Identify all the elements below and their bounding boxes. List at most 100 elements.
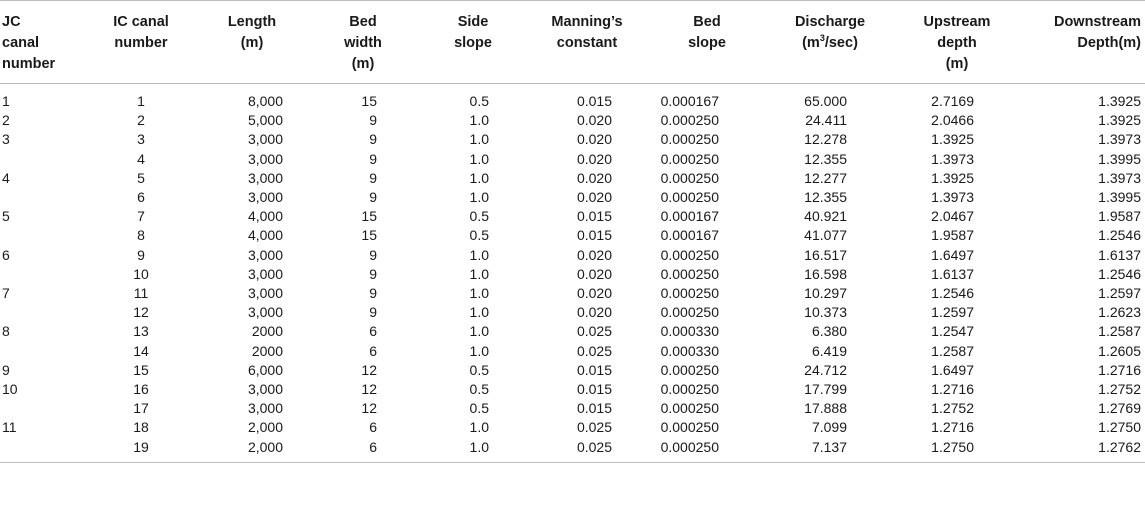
cell-discharge: 17.888 xyxy=(804,400,847,417)
cell-manning-constant: 0.025 xyxy=(576,323,612,340)
cell-ic-canal-number: 4 xyxy=(137,150,145,167)
header-upstream-line: Upstream xyxy=(923,14,991,30)
cell-jc-canal-number xyxy=(0,438,85,462)
table-row: 7 11 3,000 9 1.0 0.020 0.000250 10.297 1.2546 1.2… xyxy=(0,284,1145,303)
header-bed-width: Bed width (m) xyxy=(307,0,419,84)
cell-bed-slope: 0.000330 xyxy=(660,323,719,340)
cell-downstream-depth: 1.2587 xyxy=(1098,323,1141,340)
cell-discharge: 6.419 xyxy=(811,342,847,359)
cell-length: 3,000 xyxy=(247,265,283,282)
table-row: 3 3 3,000 9 1.0 0.020 0.000250 12.278 1.3925 1.39… xyxy=(0,130,1145,149)
cell-side-slope: 1.0 xyxy=(469,189,489,206)
cell-jc-canal-number xyxy=(0,226,85,245)
cell-manning-constant: 0.015 xyxy=(576,381,612,398)
cell-bed-width: 9 xyxy=(369,150,377,167)
cell-side-slope: 0.5 xyxy=(469,381,489,398)
cell-upstream-depth: 1.2597 xyxy=(931,304,974,321)
cell-downstream-depth: 1.2546 xyxy=(1098,227,1141,244)
cell-bed-width: 9 xyxy=(369,112,377,129)
cell-bed-slope: 0.000167 xyxy=(660,227,719,244)
header-length-line: (m) xyxy=(240,35,264,51)
cell-manning-constant: 0.015 xyxy=(576,227,612,244)
discharge-unit-pre: (m xyxy=(802,35,820,51)
cell-downstream-depth: 1.3925 xyxy=(1098,112,1141,129)
cell-side-slope: 1.0 xyxy=(469,169,489,186)
table-row: 4 5 3,000 9 1.0 0.020 0.000250 12.277 1.3925 1.39… xyxy=(0,169,1145,188)
cell-manning-constant: 0.015 xyxy=(576,400,612,417)
cell-discharge: 12.277 xyxy=(804,169,847,186)
cell-jc-canal-number: 7 xyxy=(2,285,10,302)
cell-upstream-depth: 1.2752 xyxy=(931,400,974,417)
cell-downstream-depth: 1.2762 xyxy=(1098,438,1141,455)
cell-ic-canal-number: 17 xyxy=(133,400,149,417)
cell-bed-slope: 0.000250 xyxy=(660,112,719,129)
cell-bed-width: 9 xyxy=(369,285,377,302)
table-row: 2 2 5,000 9 1.0 0.020 0.000250 24.411 2.0466 1.39… xyxy=(0,111,1145,130)
table-row: 8 4,000 15 0.5 0.015 0.000167 41.077 1.9587 1.25… xyxy=(0,226,1145,245)
header-length: Length (m) xyxy=(197,0,307,84)
cell-jc-canal-number xyxy=(0,150,85,169)
cell-bed-slope: 0.000250 xyxy=(660,150,719,167)
cell-downstream-depth: 1.2546 xyxy=(1098,265,1141,282)
cell-length: 3,000 xyxy=(247,304,283,321)
table-row: 17 3,000 12 0.5 0.015 0.000250 17.888 1.2752 1.2… xyxy=(0,399,1145,418)
table-row: 10 16 3,000 12 0.5 0.015 0.000250 17.799 1.2716 1… xyxy=(0,380,1145,399)
table-body: 1 1 8,000 15 0.5 0.015 0.000167 65.000 2.7169 1.3… xyxy=(0,84,1145,462)
cell-discharge: 16.517 xyxy=(804,246,847,263)
cell-bed-width: 9 xyxy=(369,304,377,321)
cell-bed-slope: 0.000250 xyxy=(660,381,719,398)
header-manning-constant: Manning’s constant xyxy=(527,0,647,84)
cell-downstream-depth: 1.3925 xyxy=(1098,93,1141,109)
header-bed-slope: Bed slope xyxy=(647,0,767,84)
table-row: 4 3,000 9 1.0 0.020 0.000250 12.355 1.3973 1.399… xyxy=(0,150,1145,169)
cell-manning-constant: 0.020 xyxy=(576,131,612,148)
cell-bed-slope: 0.000167 xyxy=(660,208,719,225)
cell-discharge: 16.598 xyxy=(804,265,847,282)
table-row: 5 7 4,000 15 0.5 0.015 0.000167 40.921 2.0467 1.9… xyxy=(0,207,1145,226)
header-side-slope-line: Side xyxy=(457,14,489,30)
cell-upstream-depth: 1.6497 xyxy=(931,361,974,378)
cell-jc-canal-number xyxy=(0,342,85,361)
cell-manning-constant: 0.020 xyxy=(576,112,612,129)
cell-ic-canal-number: 10 xyxy=(133,265,149,282)
cell-bed-slope: 0.000250 xyxy=(660,285,719,302)
cell-downstream-depth: 1.2769 xyxy=(1098,400,1141,417)
cell-manning-constant: 0.015 xyxy=(576,208,612,225)
cell-jc-canal-number: 8 xyxy=(2,323,10,340)
cell-ic-canal-number: 12 xyxy=(133,304,149,321)
cell-bed-width: 9 xyxy=(369,131,377,148)
header-bed-width-line: (m) xyxy=(351,56,375,72)
table-row: 19 2,000 6 1.0 0.025 0.000250 7.137 1.2750 1.276… xyxy=(0,438,1145,462)
cell-bed-slope: 0.000250 xyxy=(660,361,719,378)
header-upstream-depth: Upstream depth (m) xyxy=(893,0,1021,84)
cell-jc-canal-number xyxy=(0,188,85,207)
cell-length: 5,000 xyxy=(247,112,283,129)
cell-bed-slope: 0.000250 xyxy=(660,304,719,321)
discharge-unit-post: /sec) xyxy=(824,35,858,51)
cell-downstream-depth: 1.6137 xyxy=(1098,246,1141,263)
cell-manning-constant: 0.020 xyxy=(576,285,612,302)
cell-discharge: 65.000 xyxy=(804,93,847,109)
cell-length: 3,000 xyxy=(247,150,283,167)
spacer-cell xyxy=(0,84,1145,93)
cell-ic-canal-number: 18 xyxy=(133,419,149,436)
cell-downstream-depth: 1.3995 xyxy=(1098,150,1141,167)
cell-bed-slope: 0.000250 xyxy=(660,419,719,436)
cell-discharge: 12.278 xyxy=(804,131,847,148)
cell-jc-canal-number xyxy=(0,265,85,284)
cell-side-slope: 1.0 xyxy=(469,438,489,455)
cell-ic-canal-number: 1 xyxy=(137,93,145,109)
cell-length: 3,000 xyxy=(247,189,283,206)
table-row: 6 3,000 9 1.0 0.020 0.000250 12.355 1.3973 1.399… xyxy=(0,188,1145,207)
table-spacer xyxy=(0,84,1145,93)
cell-side-slope: 0.5 xyxy=(469,400,489,417)
header-discharge: Discharge (m3/sec) xyxy=(767,0,893,84)
cell-manning-constant: 0.025 xyxy=(576,438,612,455)
cell-side-slope: 0.5 xyxy=(469,208,489,225)
cell-side-slope: 0.5 xyxy=(469,227,489,244)
discharge-unit-sup: 3 xyxy=(819,33,825,44)
cell-upstream-depth: 1.3925 xyxy=(931,169,974,186)
cell-bed-width: 6 xyxy=(369,438,377,455)
cell-bed-width: 12 xyxy=(361,381,377,398)
